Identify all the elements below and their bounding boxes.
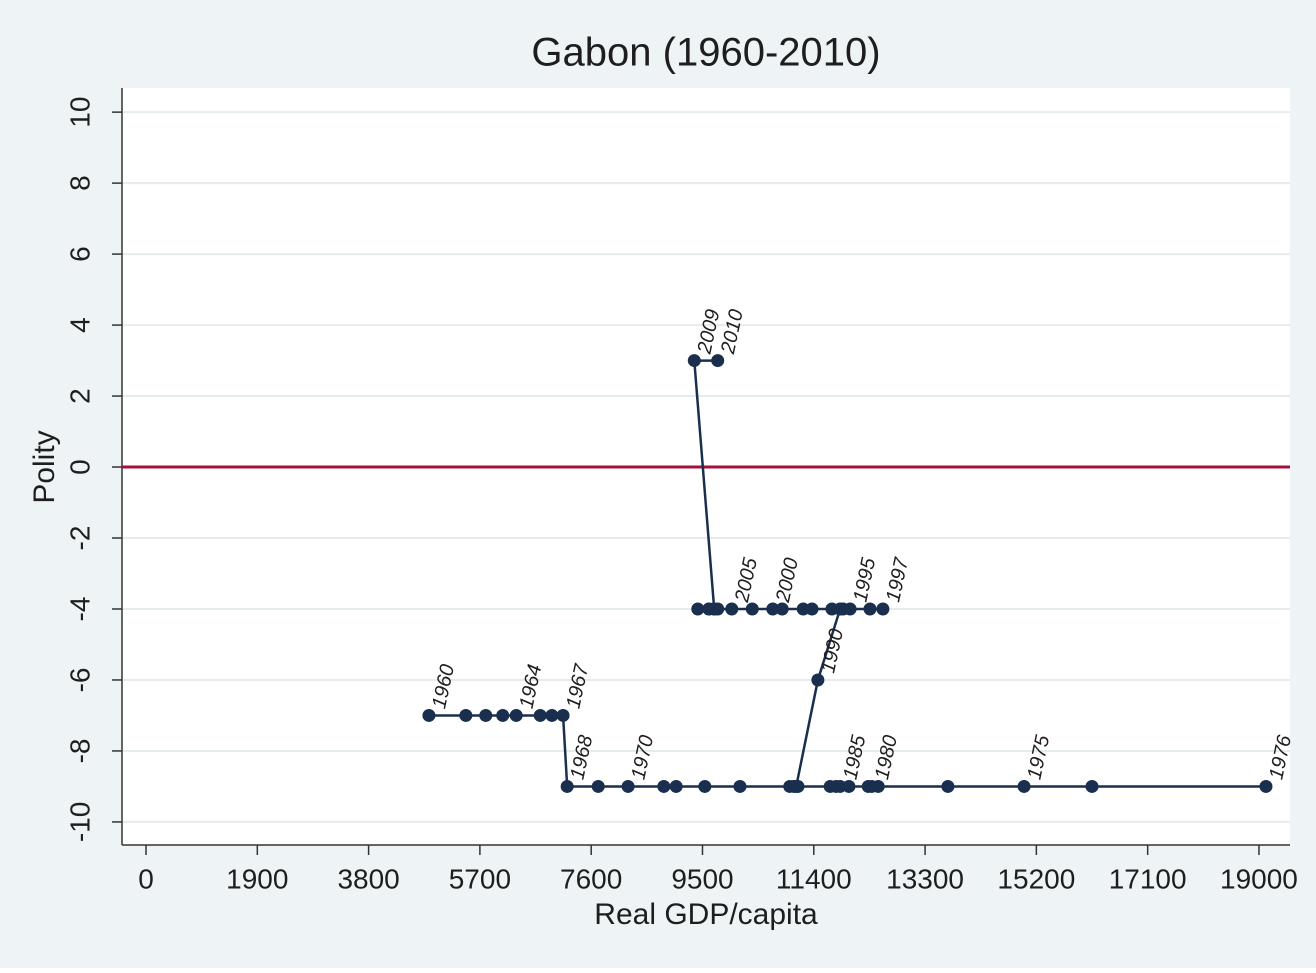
y-tick-label: -8 xyxy=(64,738,95,763)
x-tick-label: 15200 xyxy=(997,863,1075,894)
data-point xyxy=(560,779,574,793)
y-tick-label: 6 xyxy=(64,246,95,262)
data-point xyxy=(533,708,547,722)
data-point xyxy=(825,602,839,616)
x-tick-label: 19000 xyxy=(1220,863,1298,894)
data-point xyxy=(1085,779,1099,793)
data-point xyxy=(459,708,473,722)
y-tick-label: -2 xyxy=(64,526,95,551)
x-tick-label: 7600 xyxy=(560,863,622,894)
x-tick-label: 5700 xyxy=(449,863,511,894)
data-point xyxy=(479,708,493,722)
y-tick-label: -10 xyxy=(64,802,95,842)
data-point xyxy=(1259,779,1273,793)
data-point xyxy=(941,779,955,793)
chart-title: Gabon (1960-2010) xyxy=(531,31,880,75)
x-tick-label: 0 xyxy=(138,863,154,894)
data-point xyxy=(789,779,803,793)
data-point xyxy=(545,708,559,722)
y-tick-label: 10 xyxy=(64,97,95,128)
y-tick-label: 0 xyxy=(64,459,95,475)
data-point xyxy=(766,602,780,616)
data-point xyxy=(876,602,890,616)
data-point xyxy=(669,779,683,793)
data-point xyxy=(843,602,857,616)
x-tick-label: 1900 xyxy=(226,863,288,894)
y-tick-label: 8 xyxy=(64,175,95,191)
data-point xyxy=(691,602,705,616)
x-tick-label: 17100 xyxy=(1109,863,1187,894)
data-point xyxy=(833,779,847,793)
data-point xyxy=(823,779,837,793)
data-point xyxy=(725,602,739,616)
data-point xyxy=(422,708,436,722)
data-point xyxy=(496,708,510,722)
data-point xyxy=(687,354,701,368)
data-point xyxy=(707,602,721,616)
x-tick-label: 3800 xyxy=(337,863,399,894)
data-point xyxy=(556,708,570,722)
x-tick-label: 11400 xyxy=(776,863,852,894)
x-tick-label: 9500 xyxy=(671,863,733,894)
data-point xyxy=(745,602,759,616)
data-point xyxy=(733,779,747,793)
data-point xyxy=(621,779,635,793)
x-axis-title: Real GDP/capita xyxy=(594,898,818,931)
data-point xyxy=(863,602,877,616)
data-point xyxy=(775,602,789,616)
y-tick-label: -4 xyxy=(64,597,95,622)
data-point xyxy=(1017,779,1031,793)
y-tick-label: 2 xyxy=(64,388,95,404)
y-tick-label: 4 xyxy=(64,317,95,333)
data-point xyxy=(657,779,671,793)
data-point xyxy=(591,779,605,793)
data-point xyxy=(711,354,725,368)
y-tick-label: -6 xyxy=(64,668,95,693)
y-axis-title: Polity xyxy=(28,430,61,503)
data-point xyxy=(811,673,825,687)
data-point xyxy=(796,602,810,616)
x-tick-label: 13300 xyxy=(886,863,964,894)
data-point xyxy=(509,708,523,722)
data-point xyxy=(698,779,712,793)
data-point xyxy=(861,779,875,793)
